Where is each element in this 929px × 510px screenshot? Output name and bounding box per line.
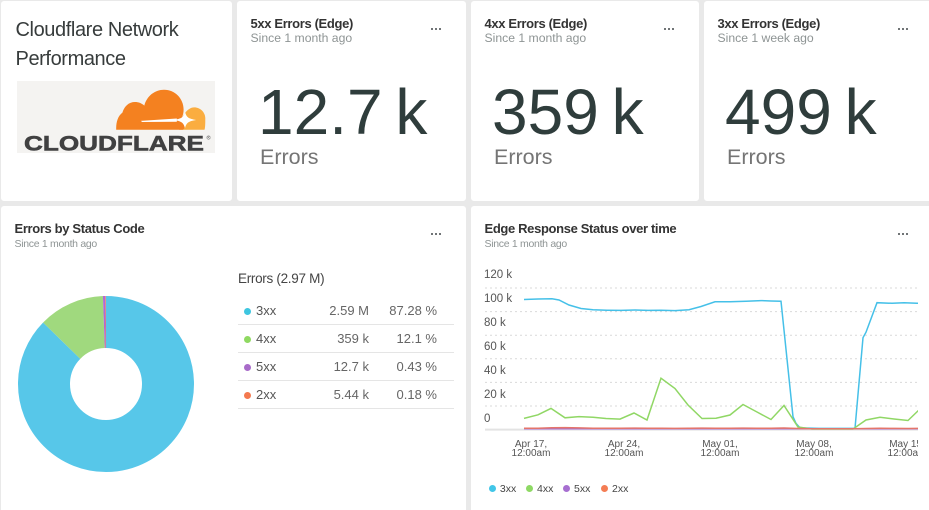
svg-text:CLOUDFLARE: CLOUDFLARE bbox=[24, 131, 204, 153]
svg-text:®: ® bbox=[207, 135, 211, 142]
